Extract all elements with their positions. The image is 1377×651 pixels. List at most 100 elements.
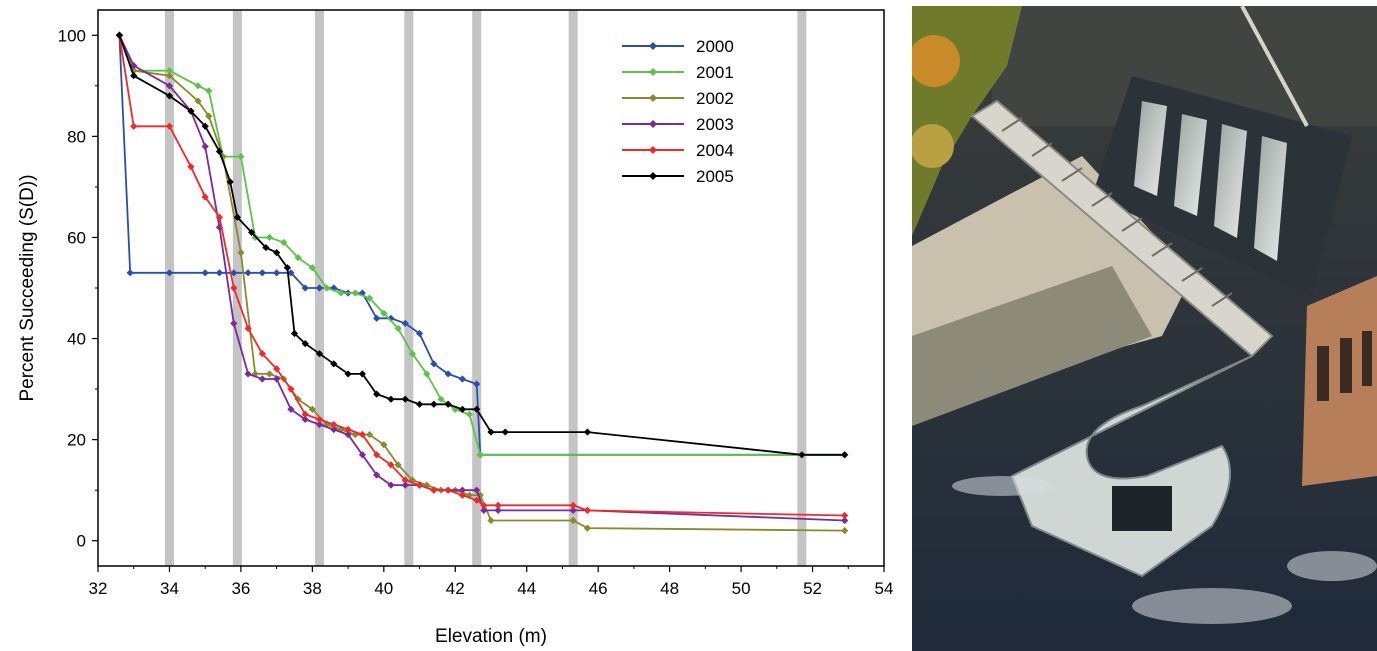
data-point [287, 269, 295, 277]
data-point [315, 420, 324, 429]
ladder-rungs [1001, 117, 1233, 307]
data-point [165, 67, 174, 75]
data-point [373, 390, 381, 398]
data-point [437, 395, 445, 403]
data-point [373, 451, 381, 459]
data-point [262, 243, 270, 252]
legend-item-2004: 2004 [622, 141, 734, 160]
data-point [130, 62, 138, 70]
data-point [473, 380, 481, 388]
data-point [344, 430, 352, 439]
data-point [265, 370, 274, 378]
autumn-tree [912, 35, 960, 87]
series-layer [115, 31, 849, 535]
data-point [290, 329, 299, 338]
y-tick-label: 60 [67, 228, 86, 247]
data-point [337, 289, 345, 297]
data-point [330, 425, 338, 434]
data-point [323, 284, 331, 292]
plot-frame [97, 9, 885, 567]
y-tick-label: 80 [67, 127, 86, 146]
data-point [287, 385, 295, 393]
data-point [308, 405, 316, 413]
data-point [330, 420, 338, 429]
x-tick-label: 42 [446, 579, 465, 598]
data-point [476, 491, 484, 499]
legend-label: 2005 [696, 167, 734, 186]
data-point [430, 486, 438, 494]
data-point [226, 178, 234, 186]
data-point [365, 430, 374, 439]
data-point [351, 289, 359, 297]
data-point [458, 491, 467, 499]
data-point [387, 461, 395, 469]
ladder-pool [1112, 486, 1172, 531]
series-2005 [115, 31, 849, 459]
data-point [233, 213, 241, 221]
data-point [237, 249, 245, 257]
data-point [480, 506, 488, 514]
x-tick-label: 40 [374, 579, 393, 598]
data-point [258, 350, 266, 358]
x-tick-label: 48 [660, 579, 679, 598]
data-point [415, 329, 424, 338]
data-point [487, 428, 495, 436]
data-point [248, 228, 256, 236]
data-point [294, 395, 302, 403]
data-point [344, 370, 352, 378]
data-point [301, 415, 309, 424]
data-point [458, 486, 467, 494]
data-point [380, 441, 388, 449]
data-point [315, 284, 324, 292]
series-2000 [115, 31, 849, 459]
data-point [215, 269, 224, 277]
data-point [373, 314, 381, 322]
data-point [315, 350, 324, 358]
x-tick-label: 46 [589, 579, 608, 598]
data-point [494, 506, 502, 514]
data-point [215, 213, 224, 221]
fish-ladder-upper [970, 99, 1274, 358]
data-point [337, 425, 345, 434]
fish-ladder-lower [1010, 355, 1253, 578]
data-point [387, 395, 395, 403]
data-point [315, 415, 324, 424]
data-point [444, 400, 452, 408]
legend-label: 2001 [696, 63, 734, 82]
series-line-2004 [118, 35, 845, 517]
data-point [444, 370, 452, 378]
data-point [415, 481, 424, 489]
data-point [205, 112, 213, 120]
power-house-windows [1317, 331, 1372, 401]
data-point [358, 451, 366, 459]
data-point [201, 269, 209, 277]
legend-marker [649, 42, 657, 50]
data-point [265, 233, 274, 242]
data-point [273, 375, 281, 383]
data-point [287, 405, 295, 413]
data-point [373, 471, 381, 479]
legend-item-2002: 2002 [622, 89, 734, 108]
data-point [273, 269, 281, 277]
legend-marker [649, 120, 657, 128]
data-point [330, 360, 338, 368]
data-point [301, 410, 309, 418]
data-point [423, 370, 431, 378]
data-point [273, 249, 281, 257]
data-point [165, 269, 174, 277]
data-point [408, 476, 416, 484]
data-point [201, 193, 209, 201]
data-point [583, 506, 592, 514]
data-point [487, 516, 495, 525]
data-point [430, 400, 438, 408]
x-tick-label: 32 [89, 579, 108, 598]
data-point [394, 324, 402, 333]
data-point [165, 122, 174, 130]
data-point [230, 319, 238, 327]
series-line-2001 [118, 34, 845, 456]
dam-fish-ladder-photo [912, 6, 1377, 651]
data-point [430, 360, 438, 368]
data-point [473, 405, 481, 413]
x-tick-label: 50 [732, 579, 751, 598]
data-point [444, 486, 452, 494]
